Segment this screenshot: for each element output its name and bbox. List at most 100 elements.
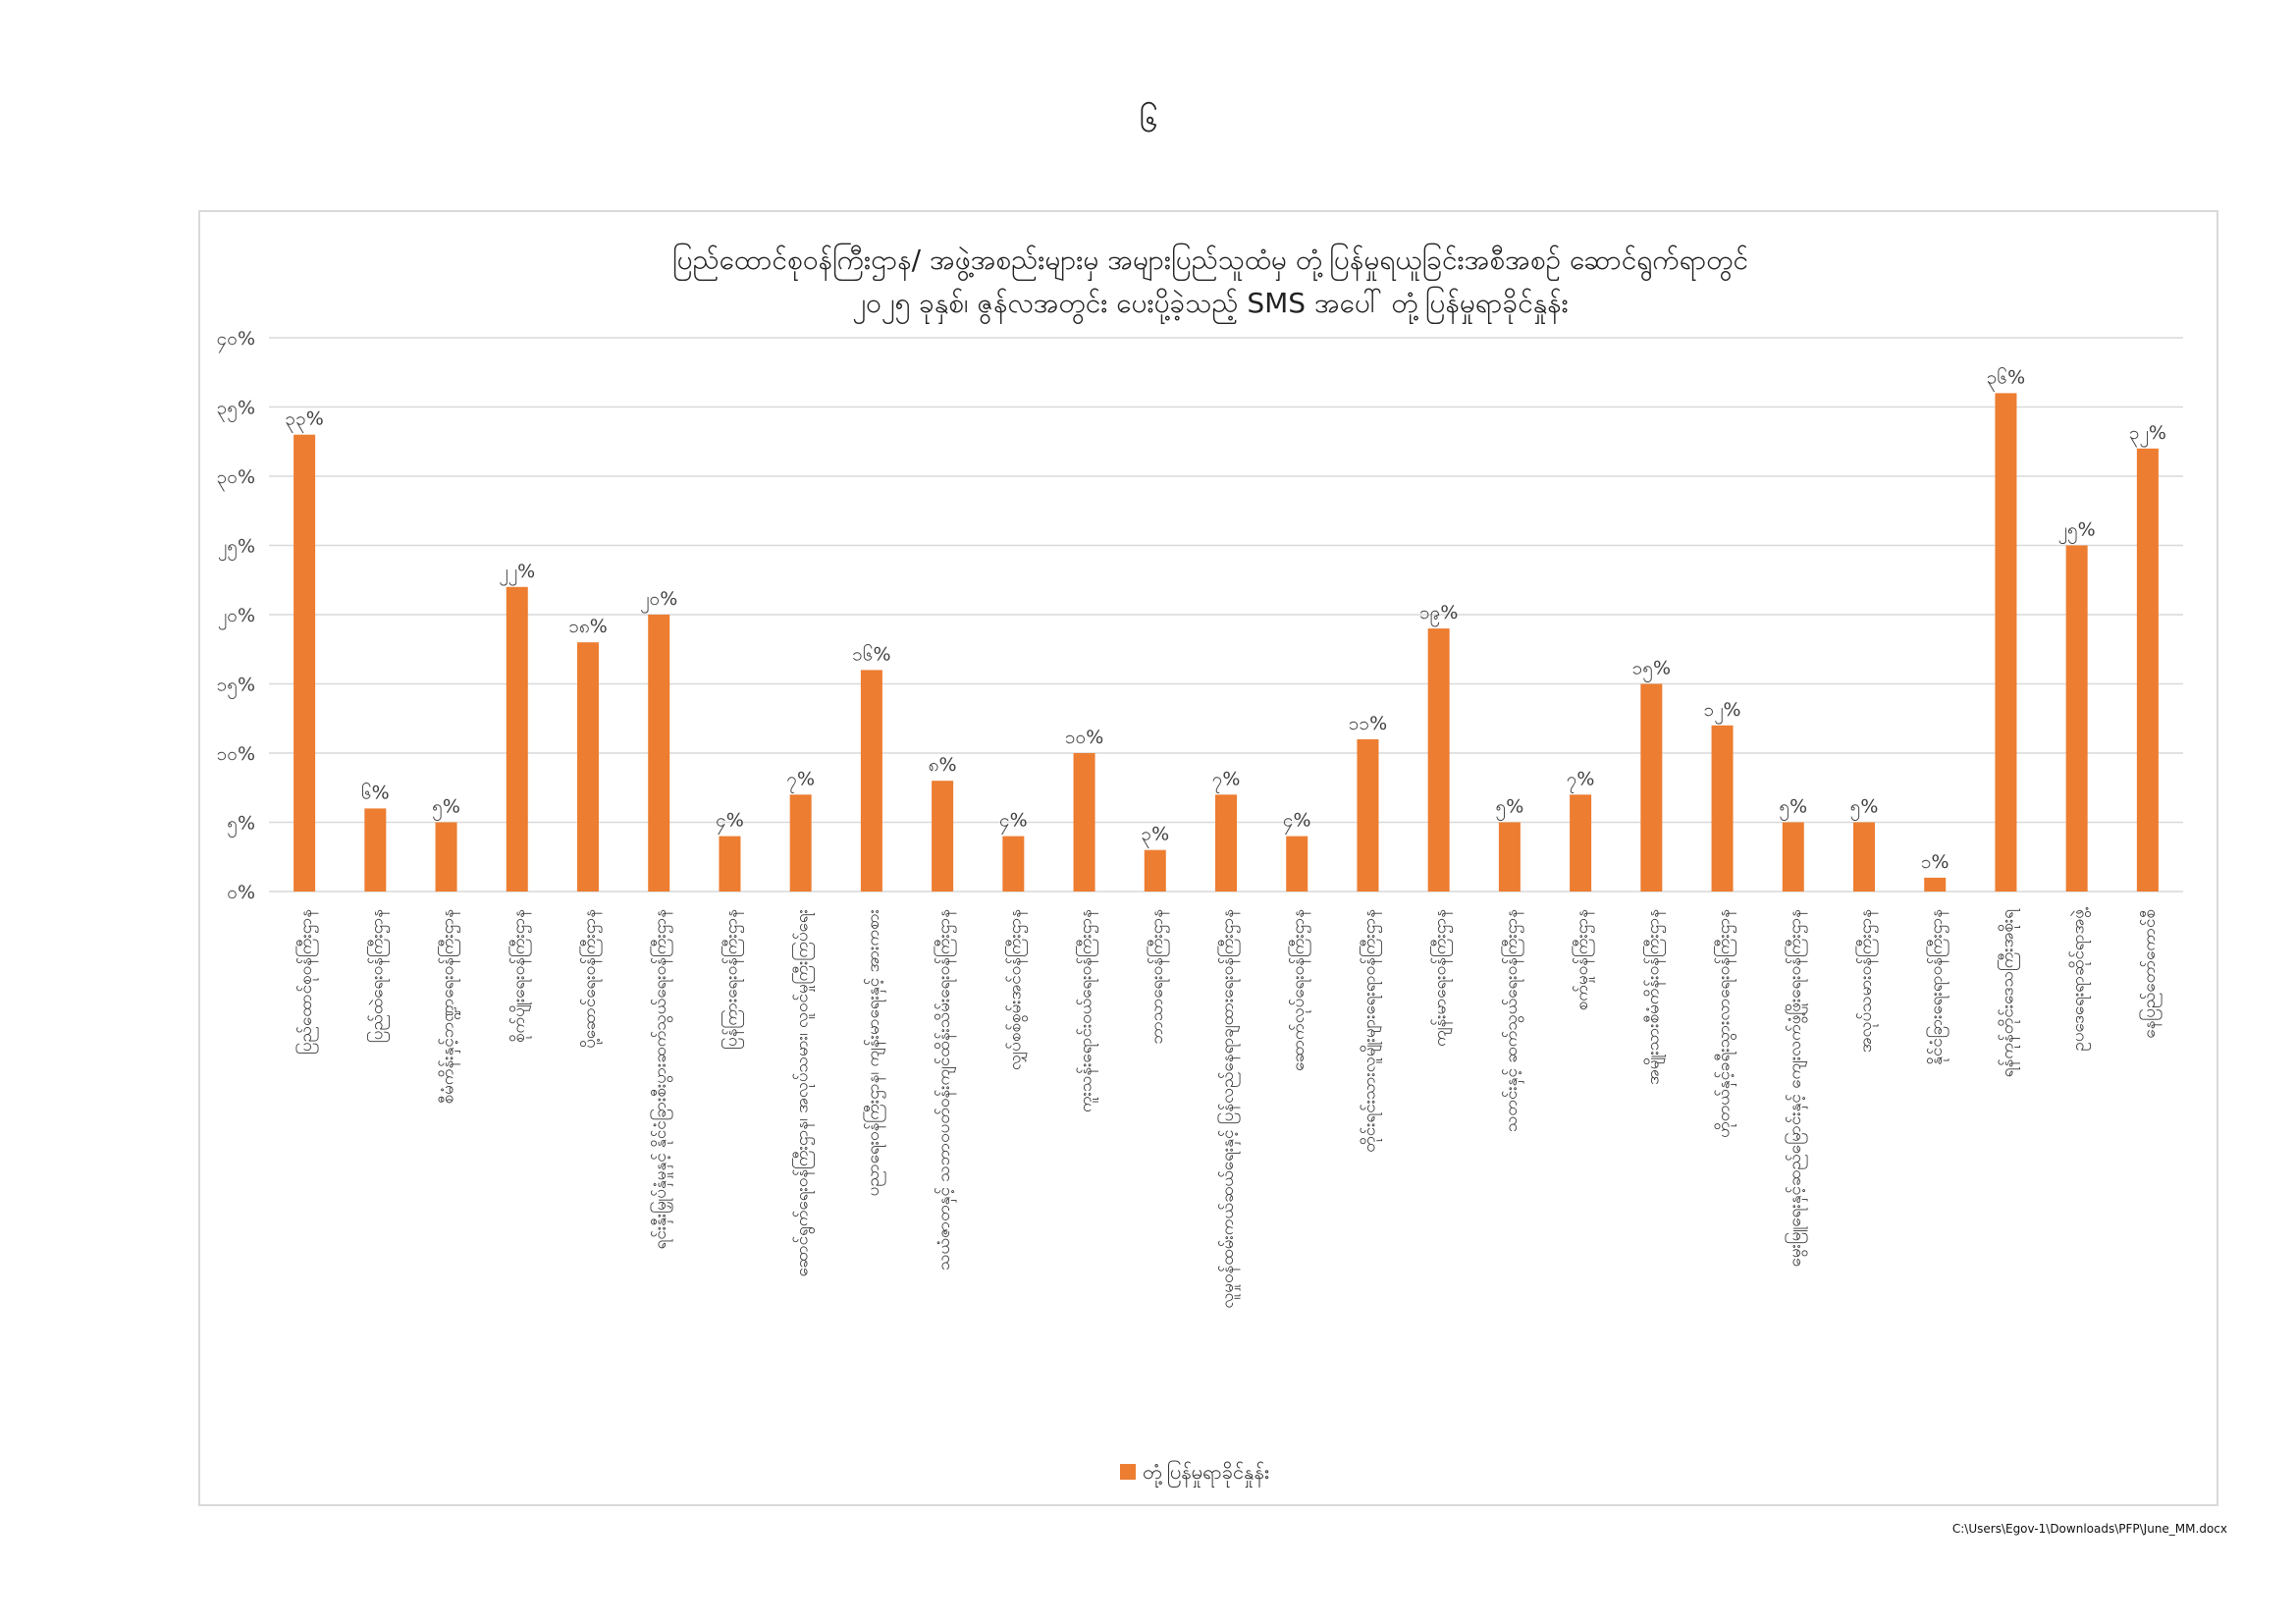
bar <box>435 822 457 892</box>
bar <box>577 642 599 892</box>
y-tick-label: ၁၀% <box>217 743 255 765</box>
data-label: ၁၅% <box>1632 658 1671 683</box>
bar <box>1995 393 2017 892</box>
y-tick-label: ၃၀% <box>217 466 255 492</box>
data-label: ၁၁% <box>1349 713 1387 734</box>
data-label: ၃% <box>1141 824 1169 849</box>
y-axis: ၀% ၅% ၁၀% ၁၅% ၂၀% ၂၅% ၃၀% ၃၅% ၄၀% <box>217 328 255 903</box>
chart-frame: ပြည်ထောင်စုဝန်ကြီးဌာန/ အဖွဲ့အစည်းများမှ … <box>198 210 2218 1506</box>
x-tick-label: ဥပဒေရေးရာဆိုင်ရာအဖွဲ့ <box>2068 907 2091 1051</box>
x-tick-label: လူမှုဝန်ထမ်းကယ်ဆယ်ရေးနှင့် ပြန်လည်နေရာချ… <box>1216 909 1241 1309</box>
data-label: ၄% <box>1283 810 1311 836</box>
y-tick-label: ၂၅% <box>218 536 255 562</box>
legend-label: တုံ့ပြန်မှုရာခိုင်နှုန်း <box>1143 1460 1269 1488</box>
x-axis: ပြည်ထောင်စုဝန်ကြီးဌာန ပြည်ထဲရေးဝန်ကြီးဌာန… <box>294 907 2163 1308</box>
bar <box>1711 725 1734 892</box>
bar <box>364 808 387 892</box>
bar <box>932 781 954 892</box>
bar <box>1640 683 1663 892</box>
bar <box>1853 822 1875 892</box>
data-label: ၂၂% <box>499 561 535 586</box>
bar <box>648 615 670 892</box>
chart-title-line-2: ၂၀၂၅ ခုနှစ်၊ ဇွန်လအတွင်း ပေးပို့ခဲ့သည့် … <box>852 285 1569 325</box>
data-label: ၃၃% <box>285 408 323 434</box>
response-rate-bar-chart: ပြည်ထောင်စုဝန်ကြီးဌာန/ အဖွဲ့အစည်းများမှ … <box>217 242 2183 1488</box>
bar <box>1357 738 1379 892</box>
x-tick-label: ဘာသာရေးဝန်ကြီးဌာန <box>1146 909 1170 1044</box>
data-label: ၁၂% <box>1704 699 1741 725</box>
chart-title-line-1: ပြည်ထောင်စုဝန်ကြီးဌာန/ အဖွဲ့အစည်းများမှ … <box>672 242 1748 282</box>
data-label: ၁၈% <box>568 616 608 637</box>
bar <box>719 836 741 892</box>
bar <box>2065 545 2088 892</box>
x-tick-label: ပြည်ထဲရေးဝန်ကြီးဌာန <box>365 909 390 1043</box>
data-label: ၈% <box>929 754 957 776</box>
x-tick-label: နိုင်ငံခြားရေးရာဝန်ကြီးဌာန <box>1925 909 1949 1065</box>
page-number: ၆ <box>1139 101 1158 140</box>
bar <box>860 670 882 892</box>
x-tick-label: ဆောက်လုပ်ရေးဝန်ကြီးဌာန <box>1287 909 1311 1071</box>
x-tick-label: လျှပ်စစ်စွမ်းအင်ဝန်ကြီးဌာန <box>1003 909 1028 1070</box>
x-tick-label: ပြန်ကြားရေးဝန်ကြီးဌာန <box>720 909 744 1050</box>
x-tick-label: စက်မှုဝန်ကြီးဌာန <box>1571 909 1595 1010</box>
bar <box>1782 822 1804 892</box>
y-tick-label: ၃၅% <box>217 398 255 423</box>
x-tick-label: ပို့ဆောင်ရေးဝန်ကြီးဌာန <box>578 909 603 1049</box>
legend: တုံ့ပြန်မှုရာခိုင်နှုန်း <box>1120 1460 1269 1488</box>
value-labels: ၃၃% ၆% ၅% ၂၂% ၁၈% ၂၀% ၄% ၇% ၁၆% ၈% ၄% ၁၀% ၃% ၇% ၄% ၁၁% ၁… <box>285 365 2166 873</box>
bar <box>1002 836 1025 892</box>
x-tick-label: ရင်းနှီးမြှုပ်နှံမှုနှင့် နိုင်ငံခြားစီး… <box>649 909 673 1249</box>
data-label: ၇% <box>1212 768 1241 793</box>
data-label: ၄% <box>716 810 744 836</box>
bar <box>1427 628 1450 892</box>
data-label: ၇% <box>786 768 815 793</box>
y-tick-label: ၀% <box>227 882 255 903</box>
x-tick-label: ဆောင်ရွက်ရေးဝန်ကြီးဌာန၊ အလုပ်သမား၊ လူဝင်… <box>791 909 816 1276</box>
bar <box>1570 794 1592 892</box>
x-tick-label: မွေးမြူရေးနှင့်ဆည်မြောင်းနှင့် ကျေးလက်ဖွ… <box>1784 909 1808 1267</box>
data-label: ၂၀% <box>640 588 677 614</box>
data-label: ၁၆% <box>852 642 890 665</box>
bar <box>1073 753 1095 892</box>
data-label: ၅% <box>1779 796 1807 822</box>
data-label: ၁၀% <box>1065 727 1103 748</box>
bar <box>294 434 316 892</box>
y-tick-label: ၄၀% <box>217 328 255 353</box>
x-tick-label: စိုက်ပျိုးရေးဝန်ကြီးဌာန <box>507 909 532 1043</box>
data-label: ၆% <box>361 781 390 803</box>
x-tick-label: အလုပ်သမားဝန်ကြီးဌာန <box>1854 909 1879 1053</box>
bar <box>1498 822 1521 892</box>
data-label: ၅% <box>432 796 460 822</box>
x-tick-label: ကူးသန်းရောင်းဝယ်ရေးဝန်ကြီးဌာန <box>1075 909 1099 1112</box>
data-label: ၁% <box>1921 851 1949 873</box>
x-tick-label: စီမံကိန်းနှင့်ဘဏ္ဍာရေးဝန်ကြီးဌာန <box>437 909 461 1104</box>
data-label: ၃၂% <box>2129 422 2166 448</box>
x-tick-label: သတင်းနှင့် ဆက်သွယ်ရေးဝန်ကြီးဌာန <box>1500 909 1524 1132</box>
data-label: ၄% <box>999 810 1028 836</box>
data-label: ၃၆% <box>1987 365 2025 392</box>
y-tick-label: ၂၀% <box>218 605 255 630</box>
data-label: ၇% <box>1567 768 1595 793</box>
y-tick-label: ၁၅% <box>217 675 255 700</box>
footer-file-path: C:\Users\Egov-1\Downloads\PFP\June_MM.do… <box>1951 1522 2227 1536</box>
data-label: ၅% <box>1496 796 1524 822</box>
data-label: ၂၅% <box>2058 519 2096 545</box>
x-tick-label: ဟိုတယ်နှင့်ခရီးသွားလာရေးဝန်ကြီးဌာန <box>1713 909 1737 1138</box>
bar <box>1924 877 1947 892</box>
bar <box>789 794 812 892</box>
legend-swatch <box>1120 1464 1136 1480</box>
x-tick-label: ကျန်းမာရေးဝန်ကြီးဌာန <box>1429 909 1454 1047</box>
data-label: ၁၉% <box>1419 602 1458 627</box>
bar <box>1215 794 1237 892</box>
bar <box>2136 448 2159 892</box>
data-label: ၅% <box>1850 796 1879 822</box>
x-tick-label: ပညာရေးဝန်ကြီးဌာန၊ ကျန်းမာရေးနှင့် အားကစာ… <box>862 909 886 1196</box>
x-tick-label: အမျိုးသားစီမံကိန်းဝန်ကြီးဌာန <box>1641 909 1666 1085</box>
bars <box>294 393 2159 892</box>
x-tick-label: နေပြည်တော်ကောင်စီ <box>2138 909 2163 1039</box>
x-tick-label: သယံဇာတနှင့် သဘာဝပတ်ဝန်းကျင်ထိန်းသိမ်းရေး… <box>933 909 957 1271</box>
bar <box>1144 849 1166 892</box>
x-tick-label: ရန်ကုန်တိုင်းဒေသကြီးအစိုးရ <box>1996 908 2020 1077</box>
bar <box>506 586 528 892</box>
y-tick-label: ၅% <box>227 813 255 839</box>
